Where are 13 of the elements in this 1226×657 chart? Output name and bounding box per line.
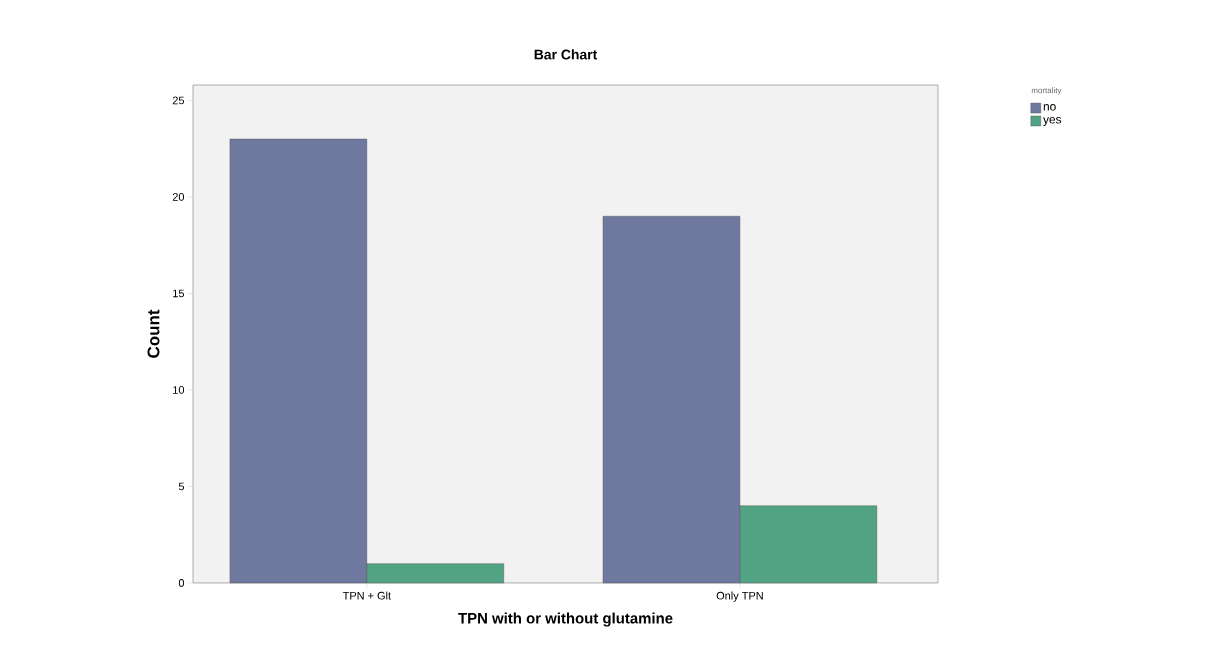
y-tick-label: 15 — [173, 289, 185, 298]
y-tick-label: 0 — [178, 579, 185, 587]
y-tick-label: 10 — [173, 386, 185, 394]
y-tick-label: 25 — [172, 96, 185, 105]
y-tick-label: 5 — [178, 482, 185, 491]
x-axis-title: TPN with or without glutamine — [458, 612, 673, 627]
legend-label: yes — [1043, 117, 1062, 126]
y-tick-label: 20 — [172, 193, 185, 201]
legend-label: no — [1043, 104, 1056, 111]
y-axis-title: Count — [147, 309, 160, 358]
x-tick-label: TPN + Glt — [342, 591, 391, 600]
chart-title: Bar Chart — [534, 49, 598, 60]
x-tick-label: Only TPN — [716, 591, 763, 602]
